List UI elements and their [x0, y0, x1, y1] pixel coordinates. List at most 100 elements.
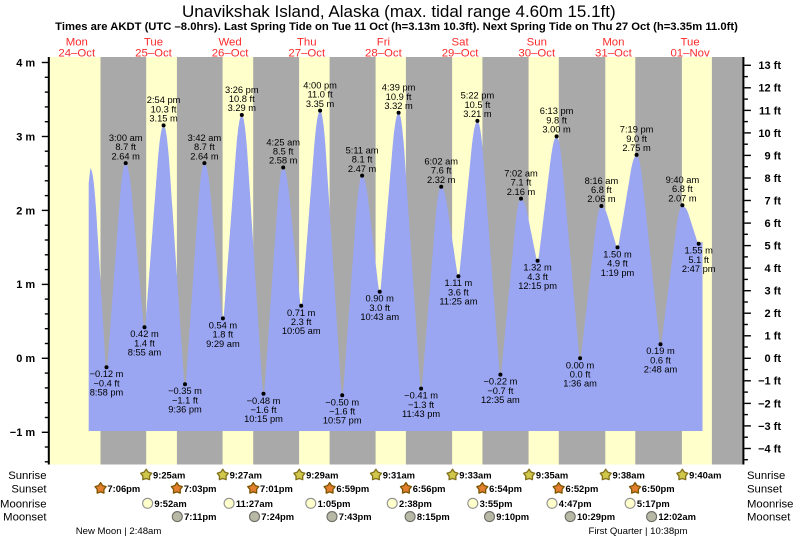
svg-text:−3 ft: −3 ft: [758, 421, 781, 433]
svg-text:6 ft: 6 ft: [765, 218, 782, 230]
svg-text:0.54 m: 0.54 m: [209, 320, 238, 330]
svg-text:10:15 pm: 10:15 pm: [244, 414, 283, 424]
svg-text:1.32 m: 1.32 m: [523, 263, 552, 273]
svg-text:7 ft: 7 ft: [765, 195, 782, 207]
svg-text:1.55 m: 1.55 m: [684, 246, 713, 256]
svg-text:2.64 m: 2.64 m: [190, 151, 219, 161]
svg-text:3:26 pm: 3:26 pm: [225, 85, 259, 95]
svg-text:Thu: Thu: [297, 37, 317, 49]
svg-text:12:02am: 12:02am: [658, 511, 696, 522]
svg-text:−1.3 ft: −1.3 ft: [408, 400, 435, 410]
svg-text:3.6 ft: 3.6 ft: [448, 287, 469, 297]
svg-text:9:40 am: 9:40 am: [666, 175, 700, 185]
svg-text:2:38pm: 2:38pm: [399, 498, 432, 509]
svg-text:8:58 pm: 8:58 pm: [90, 388, 124, 398]
svg-text:3:00 am: 3:00 am: [109, 133, 143, 143]
svg-text:10.8 ft: 10.8 ft: [229, 94, 255, 104]
svg-text:5 ft: 5 ft: [765, 241, 782, 253]
svg-text:5.1 ft: 5.1 ft: [688, 255, 709, 265]
svg-text:0.00 m: 0.00 m: [566, 360, 595, 370]
svg-text:1.11 m: 1.11 m: [445, 278, 473, 288]
svg-text:4:00 pm: 4:00 pm: [303, 80, 337, 90]
svg-text:−0.48 m: −0.48 m: [247, 396, 281, 406]
svg-text:3.15 m: 3.15 m: [149, 114, 178, 124]
svg-text:9:25am: 9:25am: [153, 470, 185, 481]
svg-text:2:54 pm: 2:54 pm: [147, 95, 181, 105]
svg-text:−1 m: −1 m: [10, 427, 36, 439]
svg-text:9:31am: 9:31am: [383, 470, 415, 481]
svg-text:10:29pm: 10:29pm: [577, 511, 615, 522]
svg-text:7:19 pm: 7:19 pm: [620, 125, 654, 135]
svg-text:4.3 ft: 4.3 ft: [527, 272, 548, 282]
svg-text:−0.4 ft: −0.4 ft: [93, 378, 120, 388]
svg-text:12:15 pm: 12:15 pm: [518, 281, 557, 291]
svg-text:30–Oct: 30–Oct: [518, 48, 556, 60]
svg-text:0.0 ft: 0.0 ft: [570, 370, 591, 380]
svg-text:0.90 m: 0.90 m: [365, 294, 394, 304]
svg-text:8.5 ft: 8.5 ft: [273, 147, 294, 157]
svg-text:12:35 am: 12:35 am: [481, 395, 520, 405]
svg-text:Sunset: Sunset: [11, 483, 47, 495]
svg-text:2.58 m: 2.58 m: [269, 156, 298, 166]
svg-text:7:03pm: 7:03pm: [184, 483, 217, 494]
svg-text:1:05pm: 1:05pm: [318, 498, 351, 509]
svg-text:8.7 ft: 8.7 ft: [115, 142, 136, 152]
svg-text:Sat: Sat: [452, 37, 470, 49]
svg-text:7:11pm: 7:11pm: [184, 511, 216, 522]
svg-text:Sunrise: Sunrise: [8, 470, 46, 482]
svg-text:2:47 pm: 2:47 pm: [682, 264, 716, 274]
svg-text:6:02 am: 6:02 am: [424, 157, 458, 167]
svg-text:10.5 ft: 10.5 ft: [464, 100, 490, 110]
svg-text:6:56pm: 6:56pm: [413, 483, 446, 494]
svg-text:9:10pm: 9:10pm: [496, 511, 529, 522]
svg-text:9:27am: 9:27am: [230, 470, 262, 481]
svg-text:Unavikshak Island, Alaska (max: Unavikshak Island, Alaska (max. tidal ra…: [182, 2, 616, 21]
svg-text:7:02 am: 7:02 am: [504, 168, 538, 178]
svg-text:10.9 ft: 10.9 ft: [386, 92, 412, 102]
svg-text:0.42 m: 0.42 m: [130, 329, 159, 339]
svg-text:6:59pm: 6:59pm: [336, 483, 369, 494]
svg-text:2.07 m: 2.07 m: [668, 193, 697, 203]
svg-text:7:01pm: 7:01pm: [260, 483, 293, 494]
svg-text:4 ft: 4 ft: [765, 263, 782, 275]
svg-text:9.0 ft: 9.0 ft: [626, 134, 647, 144]
svg-text:28–Oct: 28–Oct: [365, 48, 403, 60]
svg-text:27–Oct: 27–Oct: [288, 48, 326, 60]
svg-text:2 m: 2 m: [16, 205, 35, 217]
svg-text:3 ft: 3 ft: [765, 286, 782, 298]
svg-text:Tue: Tue: [680, 37, 699, 49]
svg-text:3 m: 3 m: [16, 131, 35, 143]
svg-text:11:27am: 11:27am: [236, 498, 273, 509]
svg-text:Wed: Wed: [218, 37, 241, 49]
svg-text:Mon: Mon: [602, 37, 624, 49]
svg-text:1:36 am: 1:36 am: [563, 379, 597, 389]
svg-text:2.06 m: 2.06 m: [587, 194, 616, 204]
svg-text:8:55 am: 8:55 am: [128, 348, 162, 358]
svg-text:Sunset: Sunset: [747, 483, 783, 495]
svg-text:−1.6 ft: −1.6 ft: [250, 405, 277, 415]
svg-text:7.6 ft: 7.6 ft: [431, 166, 452, 176]
svg-text:Fri: Fri: [377, 37, 390, 49]
svg-text:Moonrise: Moonrise: [0, 498, 46, 510]
svg-text:6:52pm: 6:52pm: [566, 483, 599, 494]
svg-text:29–Oct: 29–Oct: [442, 48, 480, 60]
svg-text:13 ft: 13 ft: [758, 60, 781, 72]
svg-text:−2 ft: −2 ft: [758, 398, 781, 410]
svg-text:7.1 ft: 7.1 ft: [511, 178, 532, 188]
svg-text:0 ft: 0 ft: [765, 353, 782, 365]
svg-text:8.7 ft: 8.7 ft: [194, 142, 215, 152]
svg-text:25–Oct: 25–Oct: [135, 48, 173, 60]
svg-text:6.8 ft: 6.8 ft: [672, 184, 693, 194]
svg-text:1.8 ft: 1.8 ft: [213, 330, 234, 340]
svg-text:01–Nov: 01–Nov: [670, 48, 710, 60]
svg-text:New Moon | 2:48am: New Moon | 2:48am: [76, 526, 162, 537]
svg-text:24–Oct: 24–Oct: [58, 48, 96, 60]
svg-text:11:25 am: 11:25 am: [439, 297, 477, 307]
svg-text:8 ft: 8 ft: [765, 173, 782, 185]
svg-text:−1.1 ft: −1.1 ft: [172, 395, 199, 405]
svg-text:Tue: Tue: [144, 37, 163, 49]
svg-text:31–Oct: 31–Oct: [595, 48, 633, 60]
svg-text:8:15pm: 8:15pm: [417, 511, 450, 522]
svg-text:1.4 ft: 1.4 ft: [134, 338, 155, 348]
svg-text:7:06pm: 7:06pm: [107, 483, 140, 494]
